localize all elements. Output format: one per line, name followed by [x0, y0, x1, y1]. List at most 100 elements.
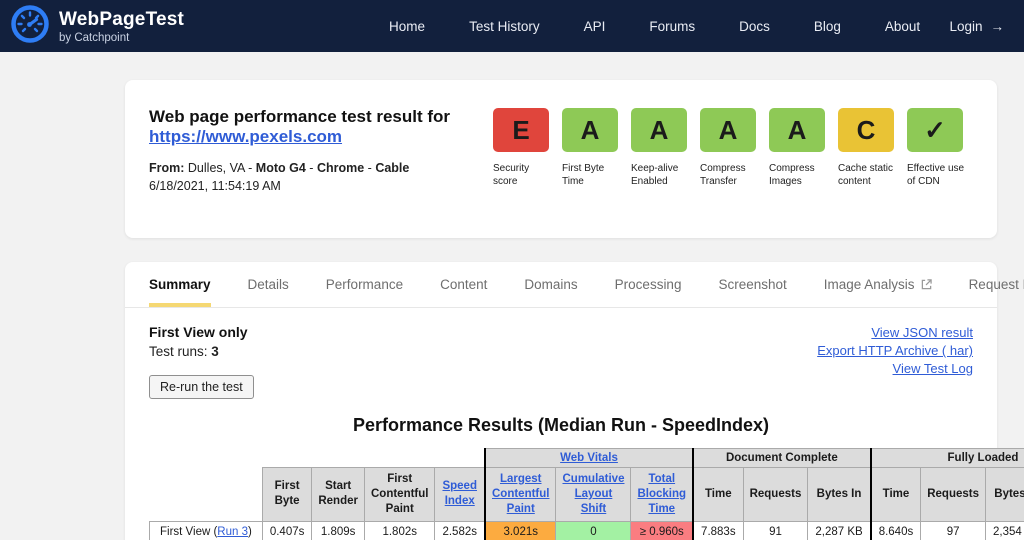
grade-letter-badge: A [562, 108, 618, 152]
lcp-link[interactable]: Largest Contentful Paint [492, 473, 550, 515]
grade-label: First Byte Time [562, 163, 605, 187]
col-first-byte: First Byte [261, 467, 313, 522]
grade-compress-images[interactable]: A Compress Images [769, 108, 828, 238]
tab-request-map[interactable]: Request Map [969, 262, 1024, 307]
results-tab-bar: Summary Details Performance Content Doma… [125, 262, 1024, 308]
group-header-row: Web Vitals Document Complete Fully Loade… [150, 448, 1024, 468]
separator: - [309, 161, 314, 176]
grade-label: Keep-alive Enabled [631, 163, 679, 187]
tab-label: Image Analysis [823, 277, 915, 292]
webpagetest-logo[interactable]: WebPageTest by Catchpoint [10, 4, 184, 49]
external-link-icon [921, 279, 932, 290]
grade-compress-transfer[interactable]: A Compress Transfer [700, 108, 759, 238]
export-links: View JSON result Export HTTP Archive ( h… [817, 324, 973, 399]
value-doc-time: 7.883s [692, 520, 744, 540]
tested-url-link[interactable]: https://www.pexels.com [149, 127, 343, 147]
login-button[interactable]: Login → [949, 19, 1004, 34]
tab-image-analysis[interactable]: Image Analysis [824, 262, 932, 307]
col-largest-contentful-paint: Largest Contentful Paint [484, 467, 557, 522]
view-json-link[interactable]: View JSON result [871, 325, 973, 340]
tab-summary[interactable]: Summary [149, 262, 211, 307]
tab-content[interactable]: Content [440, 277, 488, 292]
value-full-bytes-in: 2,354 KB [984, 520, 1024, 540]
grade-security-score[interactable]: E Security score [493, 108, 552, 238]
col-full-bytes-in: Bytes In [984, 467, 1024, 522]
col-first-contentful-paint: First Contentful Paint [363, 467, 436, 522]
from-label: From: [149, 161, 185, 176]
group-fully-loaded: Fully Loaded [869, 448, 1024, 468]
group-document-complete: Document Complete [692, 448, 872, 468]
nav-api[interactable]: API [583, 18, 606, 34]
nav-forums[interactable]: Forums [649, 18, 696, 34]
separator: - [248, 161, 253, 176]
tab-domains[interactable]: Domains [524, 277, 578, 292]
grade-cache-static[interactable]: C Cache static content [838, 108, 897, 238]
arrow-right-icon: → [990, 18, 1005, 34]
first-view-row: First View (Run 3) 0.407s 1.809s 1.802s … [149, 520, 1024, 540]
grade-label: Compress Images [769, 163, 815, 187]
grade-letter-badge: A [769, 108, 825, 152]
separator: - [367, 161, 372, 176]
grade-keep-alive[interactable]: A Keep-alive Enabled [631, 108, 690, 238]
test-device: Moto G4 [255, 161, 306, 176]
row-label-suffix: ) [247, 525, 252, 538]
speedometer-icon [10, 4, 50, 49]
grade-label: Effective use of CDN [907, 163, 965, 187]
first-view-only-label: First View only [149, 324, 248, 340]
tab-performance[interactable]: Performance [325, 277, 404, 292]
main-nav: Home Test History API Forums Docs Blog A… [389, 19, 920, 34]
col-doc-requests: Requests [742, 467, 809, 522]
performance-results-table: Web Vitals Document Complete Fully Loade… [149, 448, 1024, 540]
test-runs-label: Test runs: [149, 344, 208, 359]
value-full-time: 8.640s [869, 520, 922, 540]
nav-docs[interactable]: Docs [739, 18, 770, 34]
col-full-requests: Requests [920, 467, 986, 522]
run-3-link[interactable]: Run 3 [217, 525, 248, 538]
view-test-log-link[interactable]: View Test Log [892, 361, 973, 376]
value-cumulative-layout-shift: 0 [555, 520, 632, 540]
value-total-blocking-time: ≥ 0.960s [630, 520, 694, 540]
nav-blog[interactable]: Blog [813, 18, 841, 34]
col-full-time: Time [869, 467, 922, 522]
brand-title: WebPageTest [59, 8, 185, 30]
cls-link[interactable]: Cumulative Layout Shift [562, 473, 625, 515]
value-doc-requests: 91 [742, 520, 809, 540]
nav-home[interactable]: Home [389, 18, 426, 34]
test-location: Dulles, VA [187, 161, 245, 176]
nav-about[interactable]: About [884, 18, 921, 34]
rerun-test-button[interactable]: Re-run the test [149, 375, 254, 399]
row-label-first-view: First View (Run 3) [149, 520, 263, 540]
tab-details[interactable]: Details [247, 277, 289, 292]
grade-label: Compress Transfer [700, 163, 746, 187]
tbt-link[interactable]: Total Blocking Time [637, 473, 687, 515]
test-result-header-card: Web page performance test result for htt… [125, 80, 997, 238]
grade-letter-badge: A [700, 108, 756, 152]
tab-label: Request Map [968, 277, 1024, 292]
value-speed-index: 2.582s [434, 520, 486, 540]
tab-screenshot[interactable]: Screenshot [718, 277, 787, 292]
col-doc-time: Time [692, 467, 744, 522]
grade-first-byte-time[interactable]: A First Byte Time [562, 108, 621, 238]
speed-index-link[interactable]: Speed Index [442, 480, 477, 508]
test-location-line: From: Dulles, VA - Moto G4 - Chrome - Ca… [149, 161, 493, 175]
export-har-link[interactable]: Export HTTP Archive ( har) [817, 343, 973, 358]
grade-letter-badge: E [493, 108, 549, 152]
grade-letter-badge: A [631, 108, 687, 152]
nav-test-history[interactable]: Test History [469, 18, 540, 34]
brand-subtitle: by Catchpoint [59, 31, 130, 44]
col-total-blocking-time: Total Blocking Time [630, 467, 694, 522]
web-vitals-link[interactable]: Web Vitals [560, 452, 618, 464]
top-navigation-bar: WebPageTest by Catchpoint Home Test Hist… [0, 0, 1024, 52]
grade-cdn[interactable]: ✓ Effective use of CDN [907, 108, 966, 238]
value-start-render: 1.809s [311, 520, 365, 540]
tab-processing[interactable]: Processing [614, 277, 682, 292]
grade-letter-badge: C [838, 108, 894, 152]
run-info: First View only Test runs: 3 Re-run the … [149, 324, 254, 399]
login-label: Login [949, 18, 983, 34]
row-label-prefix: First View ( [160, 525, 218, 538]
test-timestamp: 6/18/2021, 11:54:19 AM [149, 179, 281, 194]
col-doc-bytes-in: Bytes In [807, 467, 872, 522]
result-info: Web page performance test result for htt… [149, 106, 493, 238]
value-largest-contentful-paint: 3.021s [484, 520, 557, 540]
value-full-requests: 97 [920, 520, 986, 540]
